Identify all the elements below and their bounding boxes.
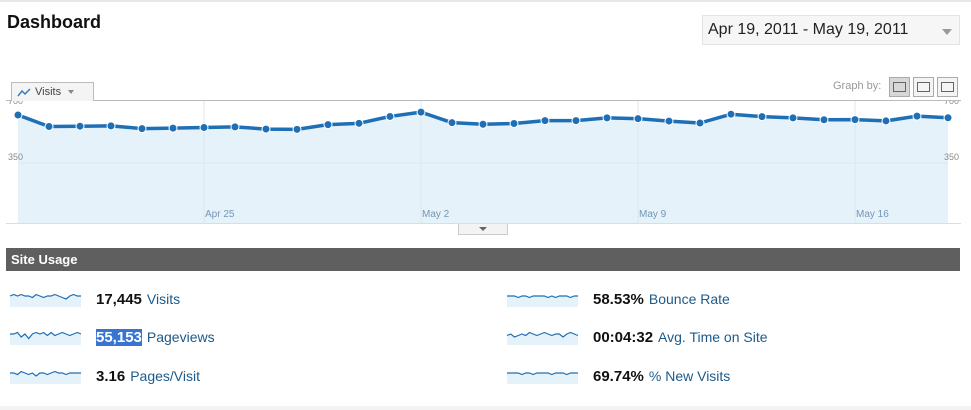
bounce-rate-sparkline <box>507 295 578 307</box>
pages-per-visit-value: 3.16 <box>96 367 126 385</box>
visits-link[interactable]: Visits <box>146 291 181 307</box>
data-point[interactable] <box>106 121 116 131</box>
visits-chart: Apr 25 May 2 May 9 May 16 700 700 350 350 <box>8 100 959 223</box>
chart-expand-button[interactable] <box>458 224 508 235</box>
sparkline-area <box>10 294 81 307</box>
y-tick-label: 700 <box>944 100 959 106</box>
pages-per-visit-link[interactable]: Pages/Visit <box>130 368 200 384</box>
date-range-selector[interactable]: Apr 19, 2011 - May 19, 2011 <box>702 15 960 45</box>
data-point[interactable] <box>323 120 333 130</box>
data-point[interactable] <box>447 118 457 128</box>
data-point[interactable] <box>137 124 147 134</box>
date-range-label: Apr 19, 2011 - May 19, 2011 <box>708 21 909 38</box>
data-point[interactable] <box>416 107 426 117</box>
sparkline-line <box>10 331 82 340</box>
month-view-icon <box>941 82 954 92</box>
line-chart-icon <box>17 87 31 96</box>
graph-by-day-button[interactable] <box>889 77 910 97</box>
data-point[interactable] <box>664 116 674 126</box>
new-visits-value: 69.74% <box>593 367 644 385</box>
bottom-divider <box>0 406 971 410</box>
graph-by-month-button[interactable] <box>937 77 958 97</box>
sparkline-area <box>507 373 578 384</box>
data-point[interactable] <box>540 116 550 126</box>
sparkline-line <box>10 370 81 377</box>
graph-by-week-button[interactable] <box>913 77 934 97</box>
data-point[interactable] <box>292 124 302 134</box>
data-point[interactable] <box>75 121 85 131</box>
data-point[interactable] <box>912 111 922 121</box>
site-usage-heading: Site Usage <box>11 252 78 267</box>
day-view-icon <box>893 82 906 92</box>
top-divider <box>0 0 971 2</box>
dropdown-arrow-icon <box>68 90 75 94</box>
data-point[interactable] <box>385 111 395 121</box>
x-tick-label: Apr 25 <box>205 209 235 220</box>
data-point[interactable] <box>261 124 271 134</box>
data-point[interactable] <box>199 122 209 132</box>
metric-visits: 17,445 Visits <box>9 289 180 309</box>
data-point[interactable] <box>602 113 612 123</box>
sparkline-area <box>10 332 81 345</box>
y-tick-label: 700 <box>8 100 23 106</box>
data-point[interactable] <box>230 122 240 132</box>
visits-area <box>18 112 948 223</box>
data-point[interactable] <box>881 116 891 126</box>
data-point[interactable] <box>509 118 519 128</box>
pageviews-value: 55,153 <box>96 328 142 346</box>
pageviews-link[interactable]: Pageviews <box>146 329 215 345</box>
week-view-icon <box>917 82 930 92</box>
bounce-rate-value: 58.53% <box>593 290 644 308</box>
x-tick-label: May 2 <box>422 209 450 220</box>
avg-time-value: 00:04:32 <box>593 328 654 346</box>
metric-pageviews: 55,153 Pageviews <box>9 327 215 347</box>
metric-selector-label: Visits <box>35 86 62 98</box>
pages-per-visit-sparkline <box>10 370 81 384</box>
x-tick-label: May 16 <box>856 209 889 220</box>
pageviews-sparkline <box>10 331 82 345</box>
sparkline-area <box>507 296 578 307</box>
sparkline-line <box>506 331 579 338</box>
avg-time-sparkline <box>506 331 579 345</box>
data-point[interactable] <box>726 109 736 119</box>
sparkline-line <box>507 295 578 299</box>
sparkline-line <box>507 372 578 376</box>
new-visits-sparkline <box>507 372 578 384</box>
data-point[interactable] <box>168 123 178 133</box>
metric-avg-time: 00:04:32 Avg. Time on Site <box>506 327 768 347</box>
metric-pages-per-visit: 3.16 Pages/Visit <box>9 366 200 386</box>
data-point[interactable] <box>478 119 488 129</box>
metric-bounce-rate: 58.53% Bounce Rate <box>506 289 730 309</box>
data-point[interactable] <box>354 118 364 128</box>
data-point[interactable] <box>943 113 953 123</box>
x-tick-label: May 9 <box>639 209 667 220</box>
data-point[interactable] <box>633 114 643 124</box>
data-point[interactable] <box>571 116 581 126</box>
site-usage-header: Site Usage <box>6 248 960 271</box>
data-point[interactable] <box>13 110 23 120</box>
data-point[interactable] <box>788 113 798 123</box>
expand-arrow-icon <box>479 227 487 231</box>
graph-by-label: Graph by: <box>833 80 882 92</box>
data-point[interactable] <box>44 122 54 132</box>
metric-selector-tab[interactable]: Visits <box>11 82 94 101</box>
visits-sparkline <box>9 293 81 307</box>
new-visits-link[interactable]: % New Visits <box>648 368 731 384</box>
sparkline-line <box>9 293 81 300</box>
y-tick-label: 350 <box>944 152 959 162</box>
visits-value: 17,445 <box>96 290 142 308</box>
page-title: Dashboard <box>7 12 102 32</box>
data-point[interactable] <box>819 115 829 125</box>
data-point[interactable] <box>850 115 860 125</box>
bounce-rate-link[interactable]: Bounce Rate <box>648 291 730 307</box>
data-point[interactable] <box>695 118 705 128</box>
metric-new-visits: 69.74% % New Visits <box>506 366 730 386</box>
y-tick-label: 350 <box>8 152 23 162</box>
data-point[interactable] <box>757 112 767 122</box>
avg-time-link[interactable]: Avg. Time on Site <box>658 329 768 345</box>
chevron-down-icon <box>942 29 952 35</box>
